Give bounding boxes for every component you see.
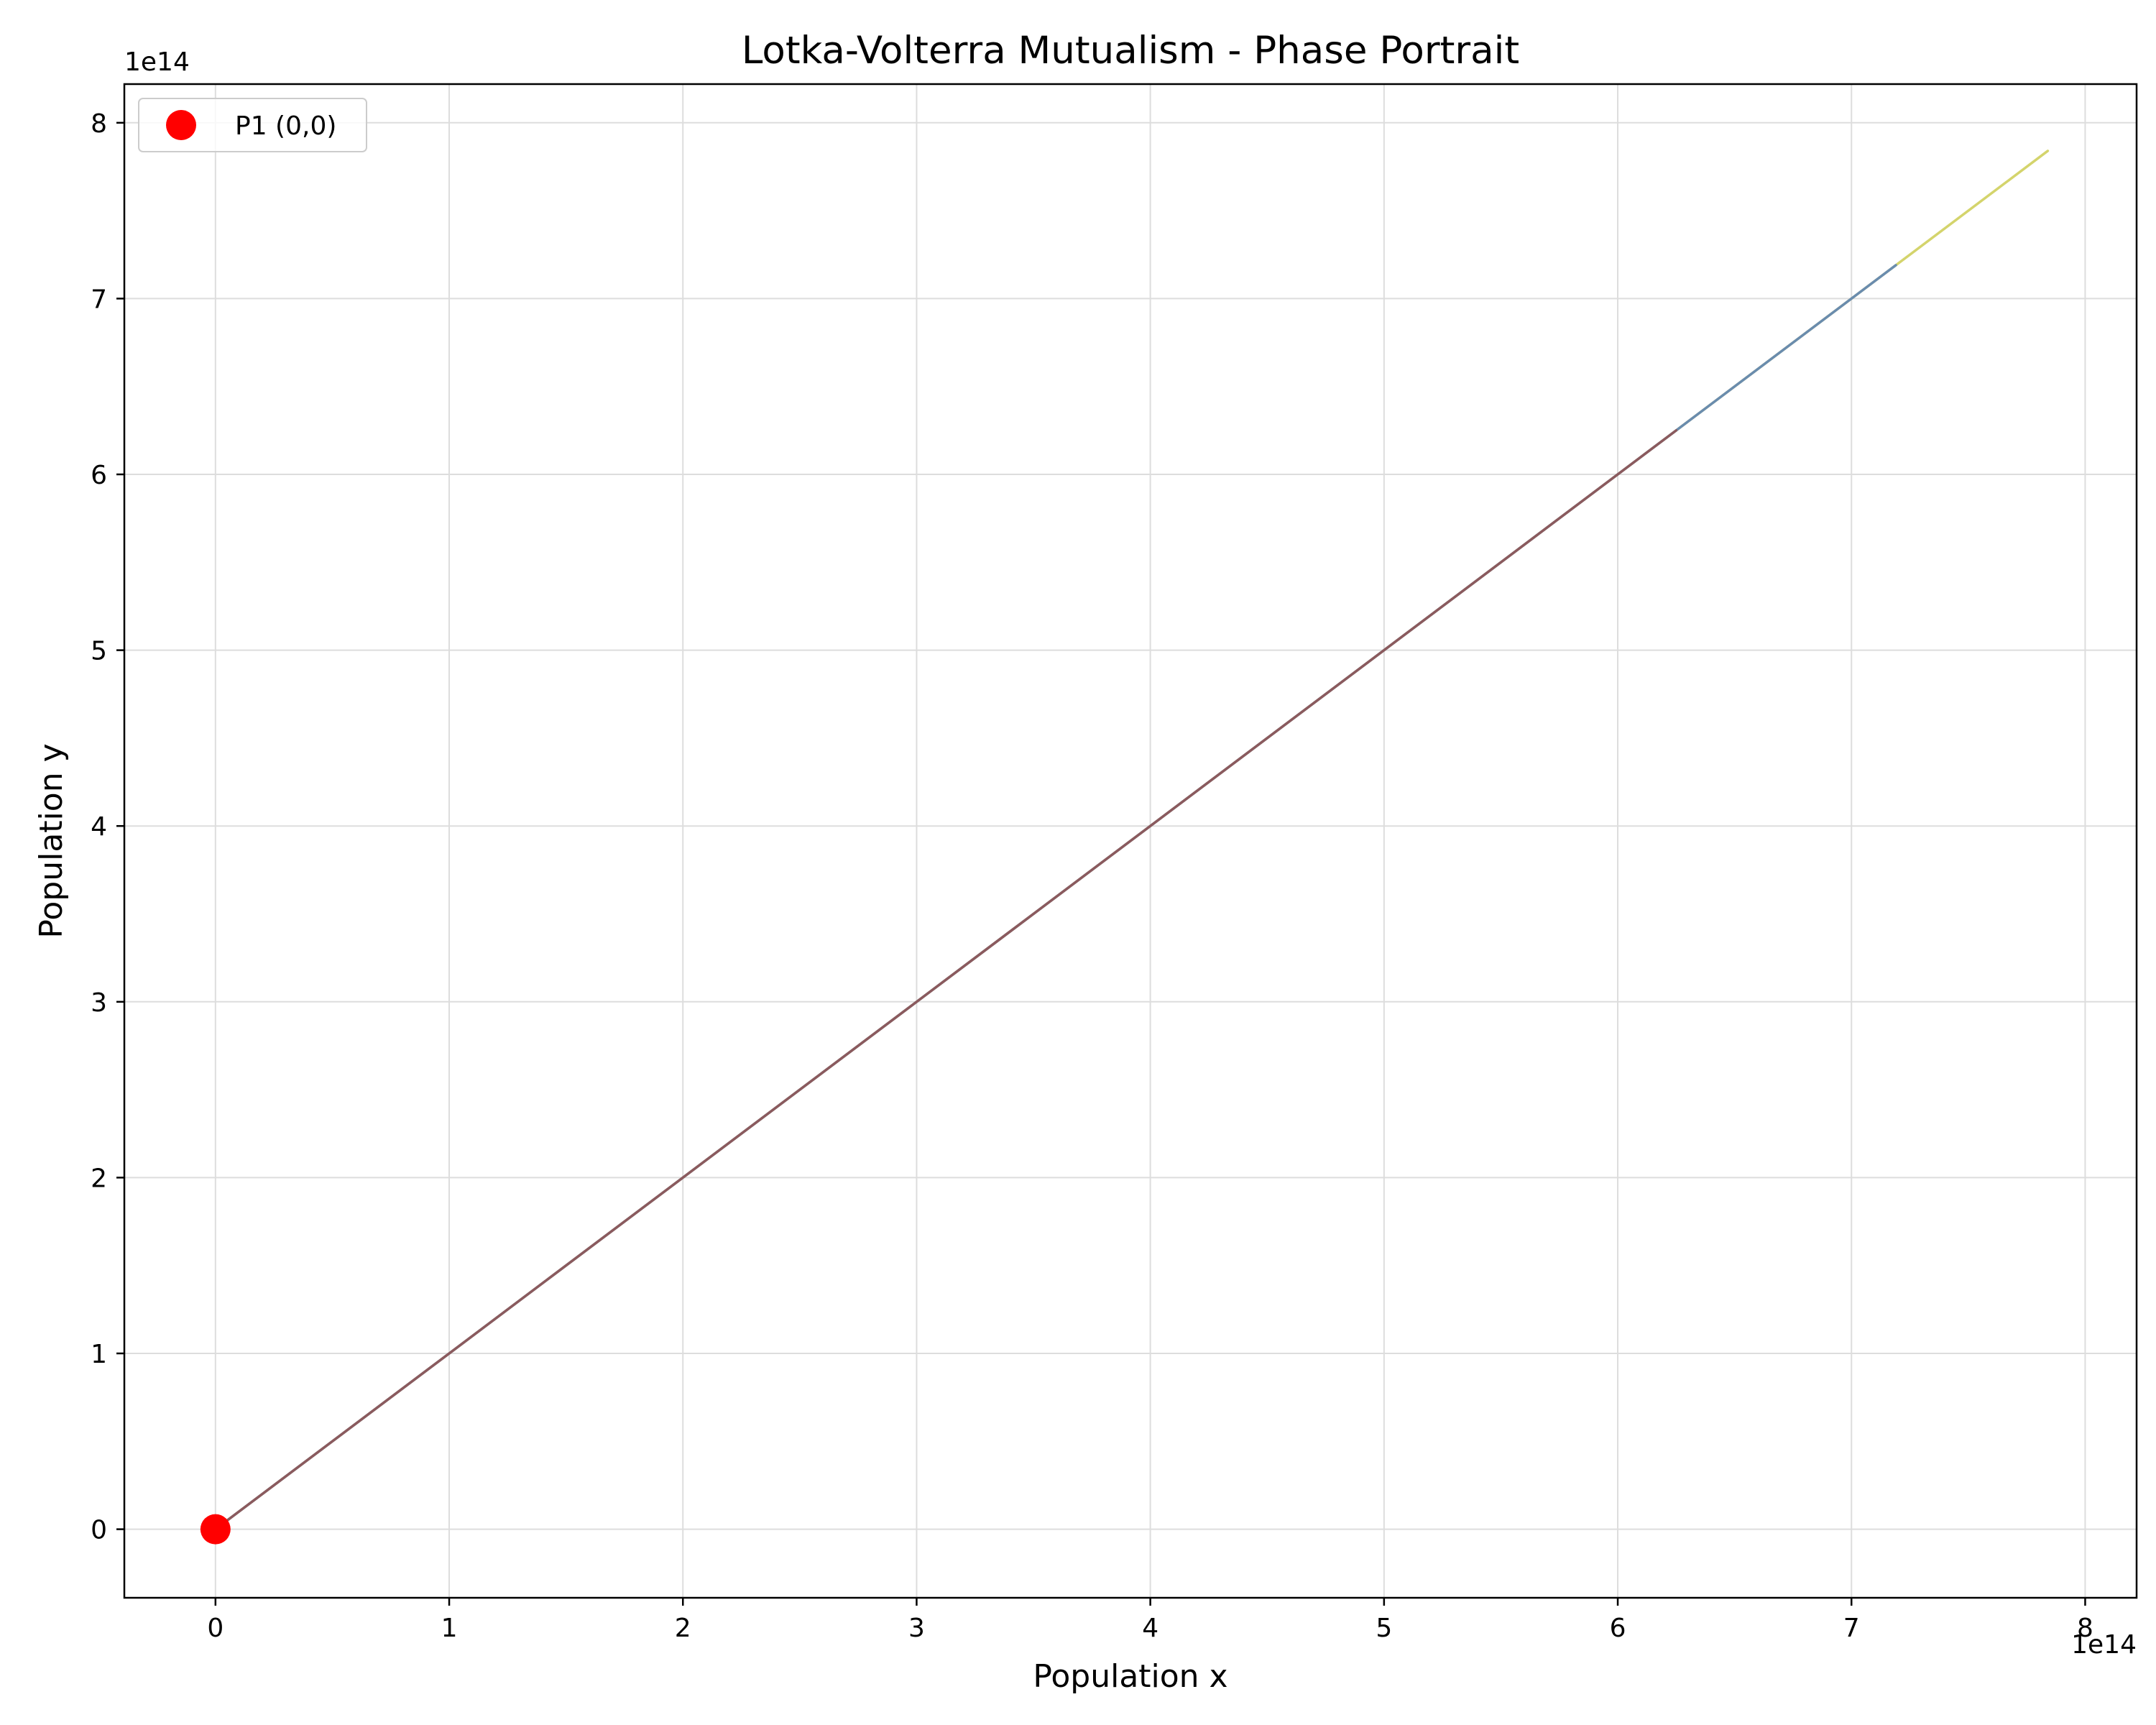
equilibrium-point-marker [200, 1514, 231, 1545]
y-tick-label: 2 [91, 1164, 107, 1193]
y-tick-label: 3 [91, 988, 107, 1018]
trajectory-line [214, 429, 1678, 1531]
x-tick-label: 7 [1843, 1614, 1860, 1643]
legend-marker-swatch [166, 110, 196, 140]
y-tick-label: 4 [91, 812, 107, 842]
equilibrium-points [200, 1514, 231, 1545]
legend: P1 (0,0) [138, 98, 367, 152]
y-tick-label: 6 [91, 461, 107, 490]
x-tick-label: 3 [908, 1614, 925, 1643]
y-tick-label: 5 [91, 637, 107, 666]
y-axis-label: Population y [33, 743, 70, 938]
x-tick-label: 4 [1142, 1614, 1158, 1643]
x-tick-label: 1 [441, 1614, 458, 1643]
x-axis-ticks: 0 1 2 3 4 5 6 7 8 [207, 1598, 2093, 1643]
x-axis-offset-label: 1e14 [2071, 1630, 2137, 1660]
legend-entry-label: P1 (0,0) [235, 111, 336, 141]
y-axis-offset-label: 1e14 [124, 47, 190, 77]
grid-lines [124, 84, 2137, 1598]
trajectories [214, 150, 2050, 1531]
y-axis-ticks: 0 1 2 3 4 5 6 7 8 [91, 109, 124, 1545]
x-tick-label: 0 [207, 1614, 224, 1643]
x-axis-label: Population x [1033, 1658, 1227, 1695]
x-tick-label: 2 [675, 1614, 691, 1643]
y-tick-label: 0 [91, 1516, 107, 1545]
chart-title: Lotka-Volterra Mutualism - Phase Portrai… [742, 29, 1519, 73]
y-tick-label: 8 [91, 109, 107, 139]
x-tick-label: 6 [1610, 1614, 1626, 1643]
y-tick-label: 1 [91, 1340, 107, 1369]
y-tick-label: 7 [91, 285, 107, 314]
x-tick-label: 5 [1376, 1614, 1392, 1643]
legend-box [138, 98, 367, 152]
x-tick-label: 8 [2077, 1614, 2093, 1643]
plot-area-frame [123, 83, 2138, 1599]
